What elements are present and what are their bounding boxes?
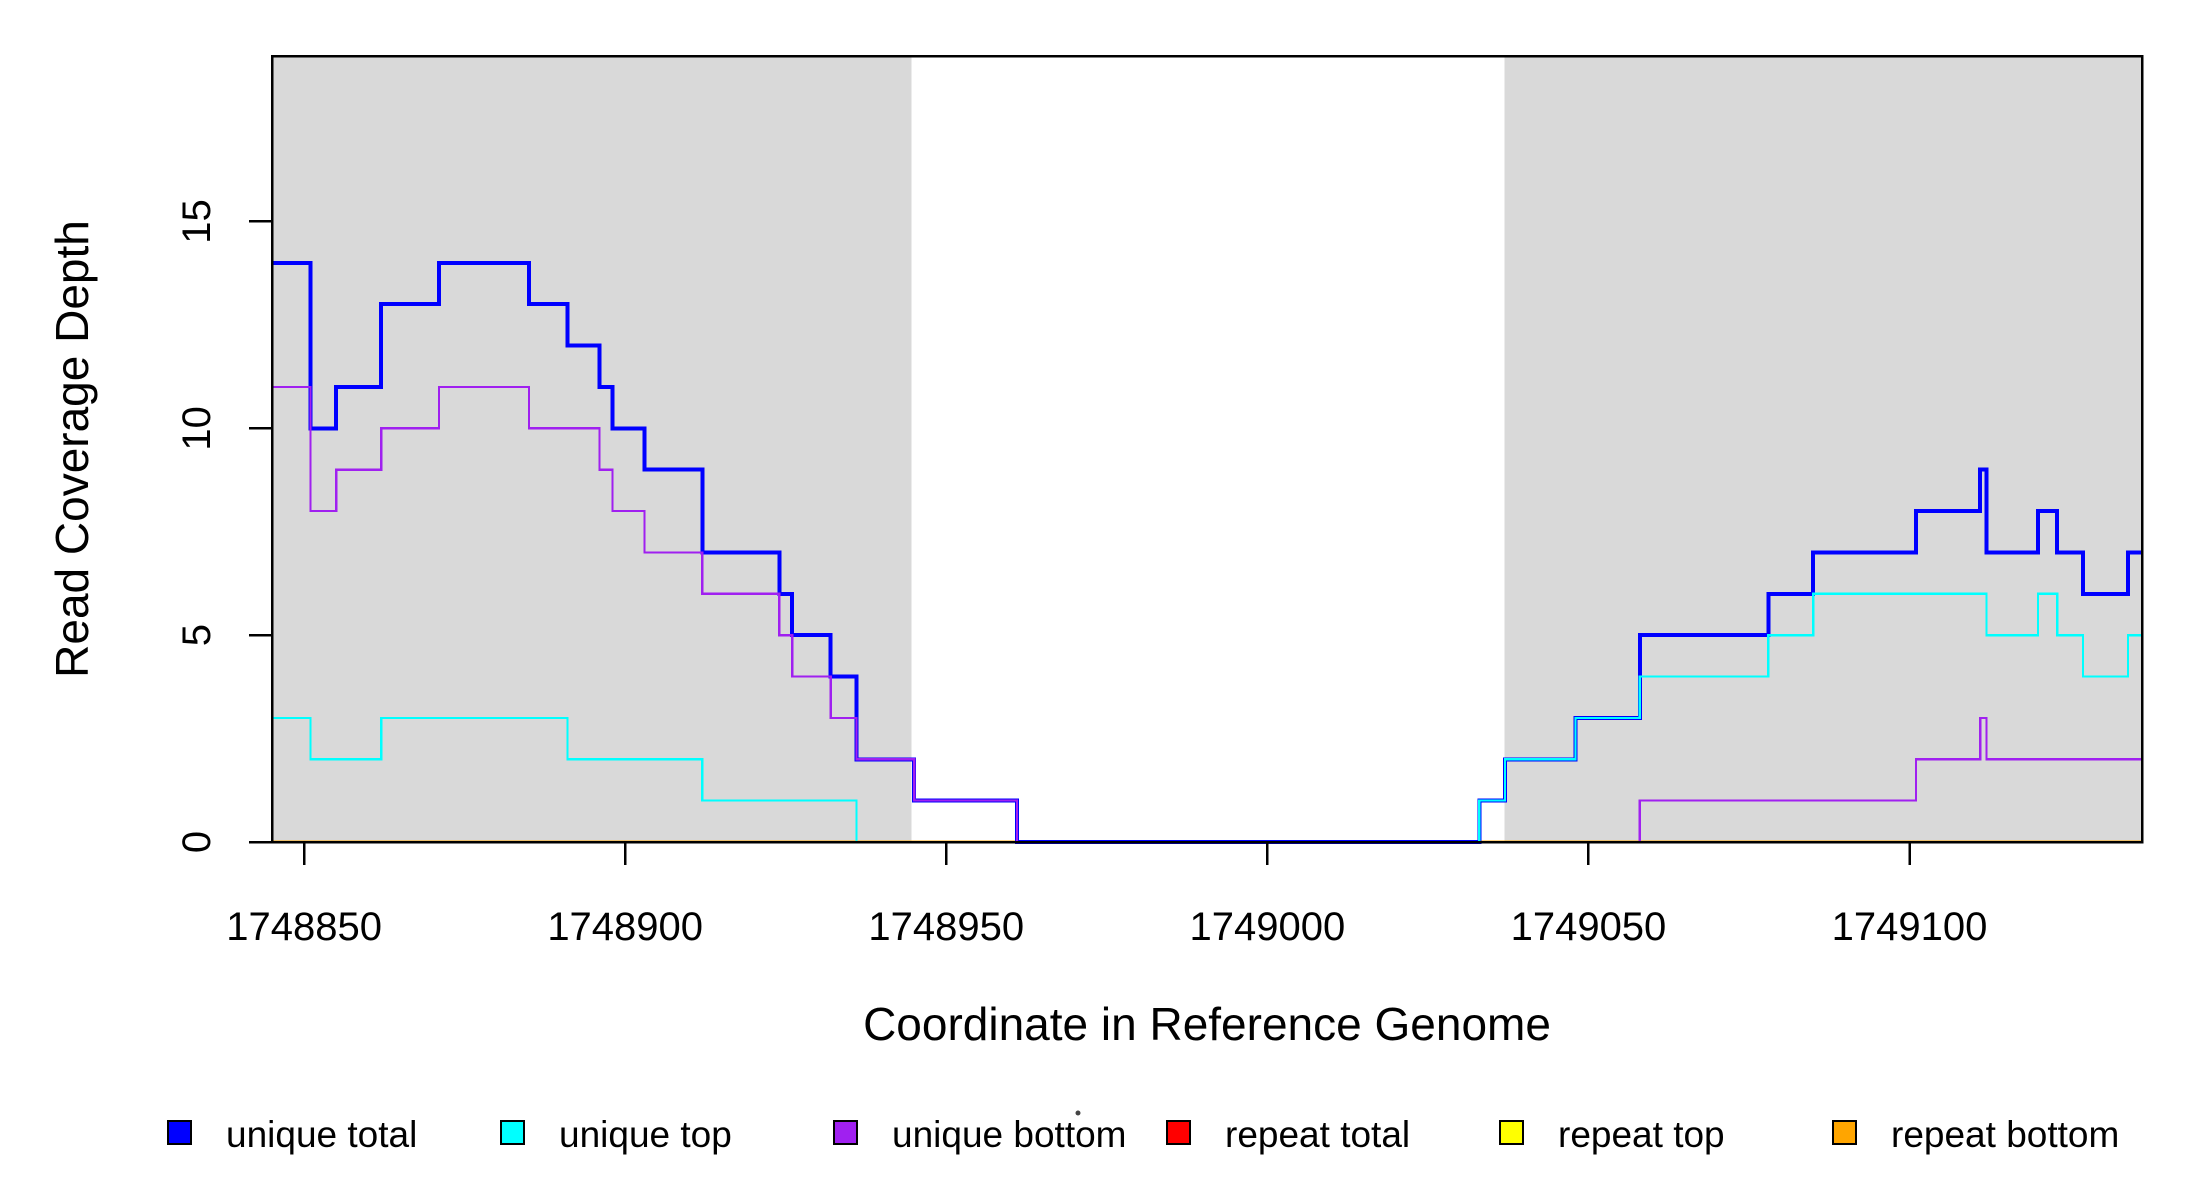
y-tick-label: 15 xyxy=(175,199,219,244)
x-tick-label: 1749100 xyxy=(1832,905,1988,949)
legend-swatch-unique-top xyxy=(500,1120,525,1145)
legend-swatch-repeat-bottom xyxy=(1832,1120,1857,1145)
legend-label-unique-bottom: unique bottom xyxy=(892,1114,1127,1155)
x-tick-label: 1748850 xyxy=(226,905,382,949)
legend: unique total unique top unique bottom repea… xyxy=(167,1114,2119,1155)
series-line-unique-bottom xyxy=(272,385,2142,844)
y-axis-tick-labels: 0 5 10 15 xyxy=(175,199,219,853)
legend-label-unique-total: unique total xyxy=(226,1114,417,1155)
shaded-region xyxy=(1504,56,2142,842)
y-axis-ticks xyxy=(249,220,272,844)
x-tick-label: 1749050 xyxy=(1511,905,1667,949)
x-axis-tick-labels: 1748850 1748900 1748950 1749000 1749050 17491… xyxy=(226,905,1987,949)
legend-swatch-unique-bottom xyxy=(833,1120,858,1145)
y-axis-title: Read Coverage Depth xyxy=(46,220,98,678)
y-tick-label: 10 xyxy=(175,406,219,451)
shaded-regions xyxy=(272,56,2142,842)
legend-swatch-repeat-top xyxy=(1499,1120,1524,1145)
legend-label-unique-top: unique top xyxy=(559,1114,732,1155)
legend-artifact-dot xyxy=(1075,1110,1081,1116)
y-tick-label: 5 xyxy=(175,624,219,646)
x-axis-title: Coordinate in Reference Genome xyxy=(863,998,1551,1050)
legend-swatch-unique-total xyxy=(167,1120,192,1145)
legend-swatch-repeat-total xyxy=(1166,1120,1191,1145)
x-tick-label: 1748900 xyxy=(547,905,703,949)
plot-border xyxy=(270,54,2144,844)
legend-label-repeat-total: repeat total xyxy=(1225,1114,1410,1155)
legend-label-repeat-top: repeat top xyxy=(1558,1114,1725,1155)
x-tick-label: 1749000 xyxy=(1189,905,1345,949)
shaded-region xyxy=(272,56,912,842)
x-axis-ticks xyxy=(302,842,1911,865)
legend-label-repeat-bottom: repeat bottom xyxy=(1891,1114,2119,1155)
x-tick-label: 1748950 xyxy=(868,905,1024,949)
series-line-unique-top xyxy=(272,592,2142,844)
y-tick-label: 0 xyxy=(175,831,219,853)
